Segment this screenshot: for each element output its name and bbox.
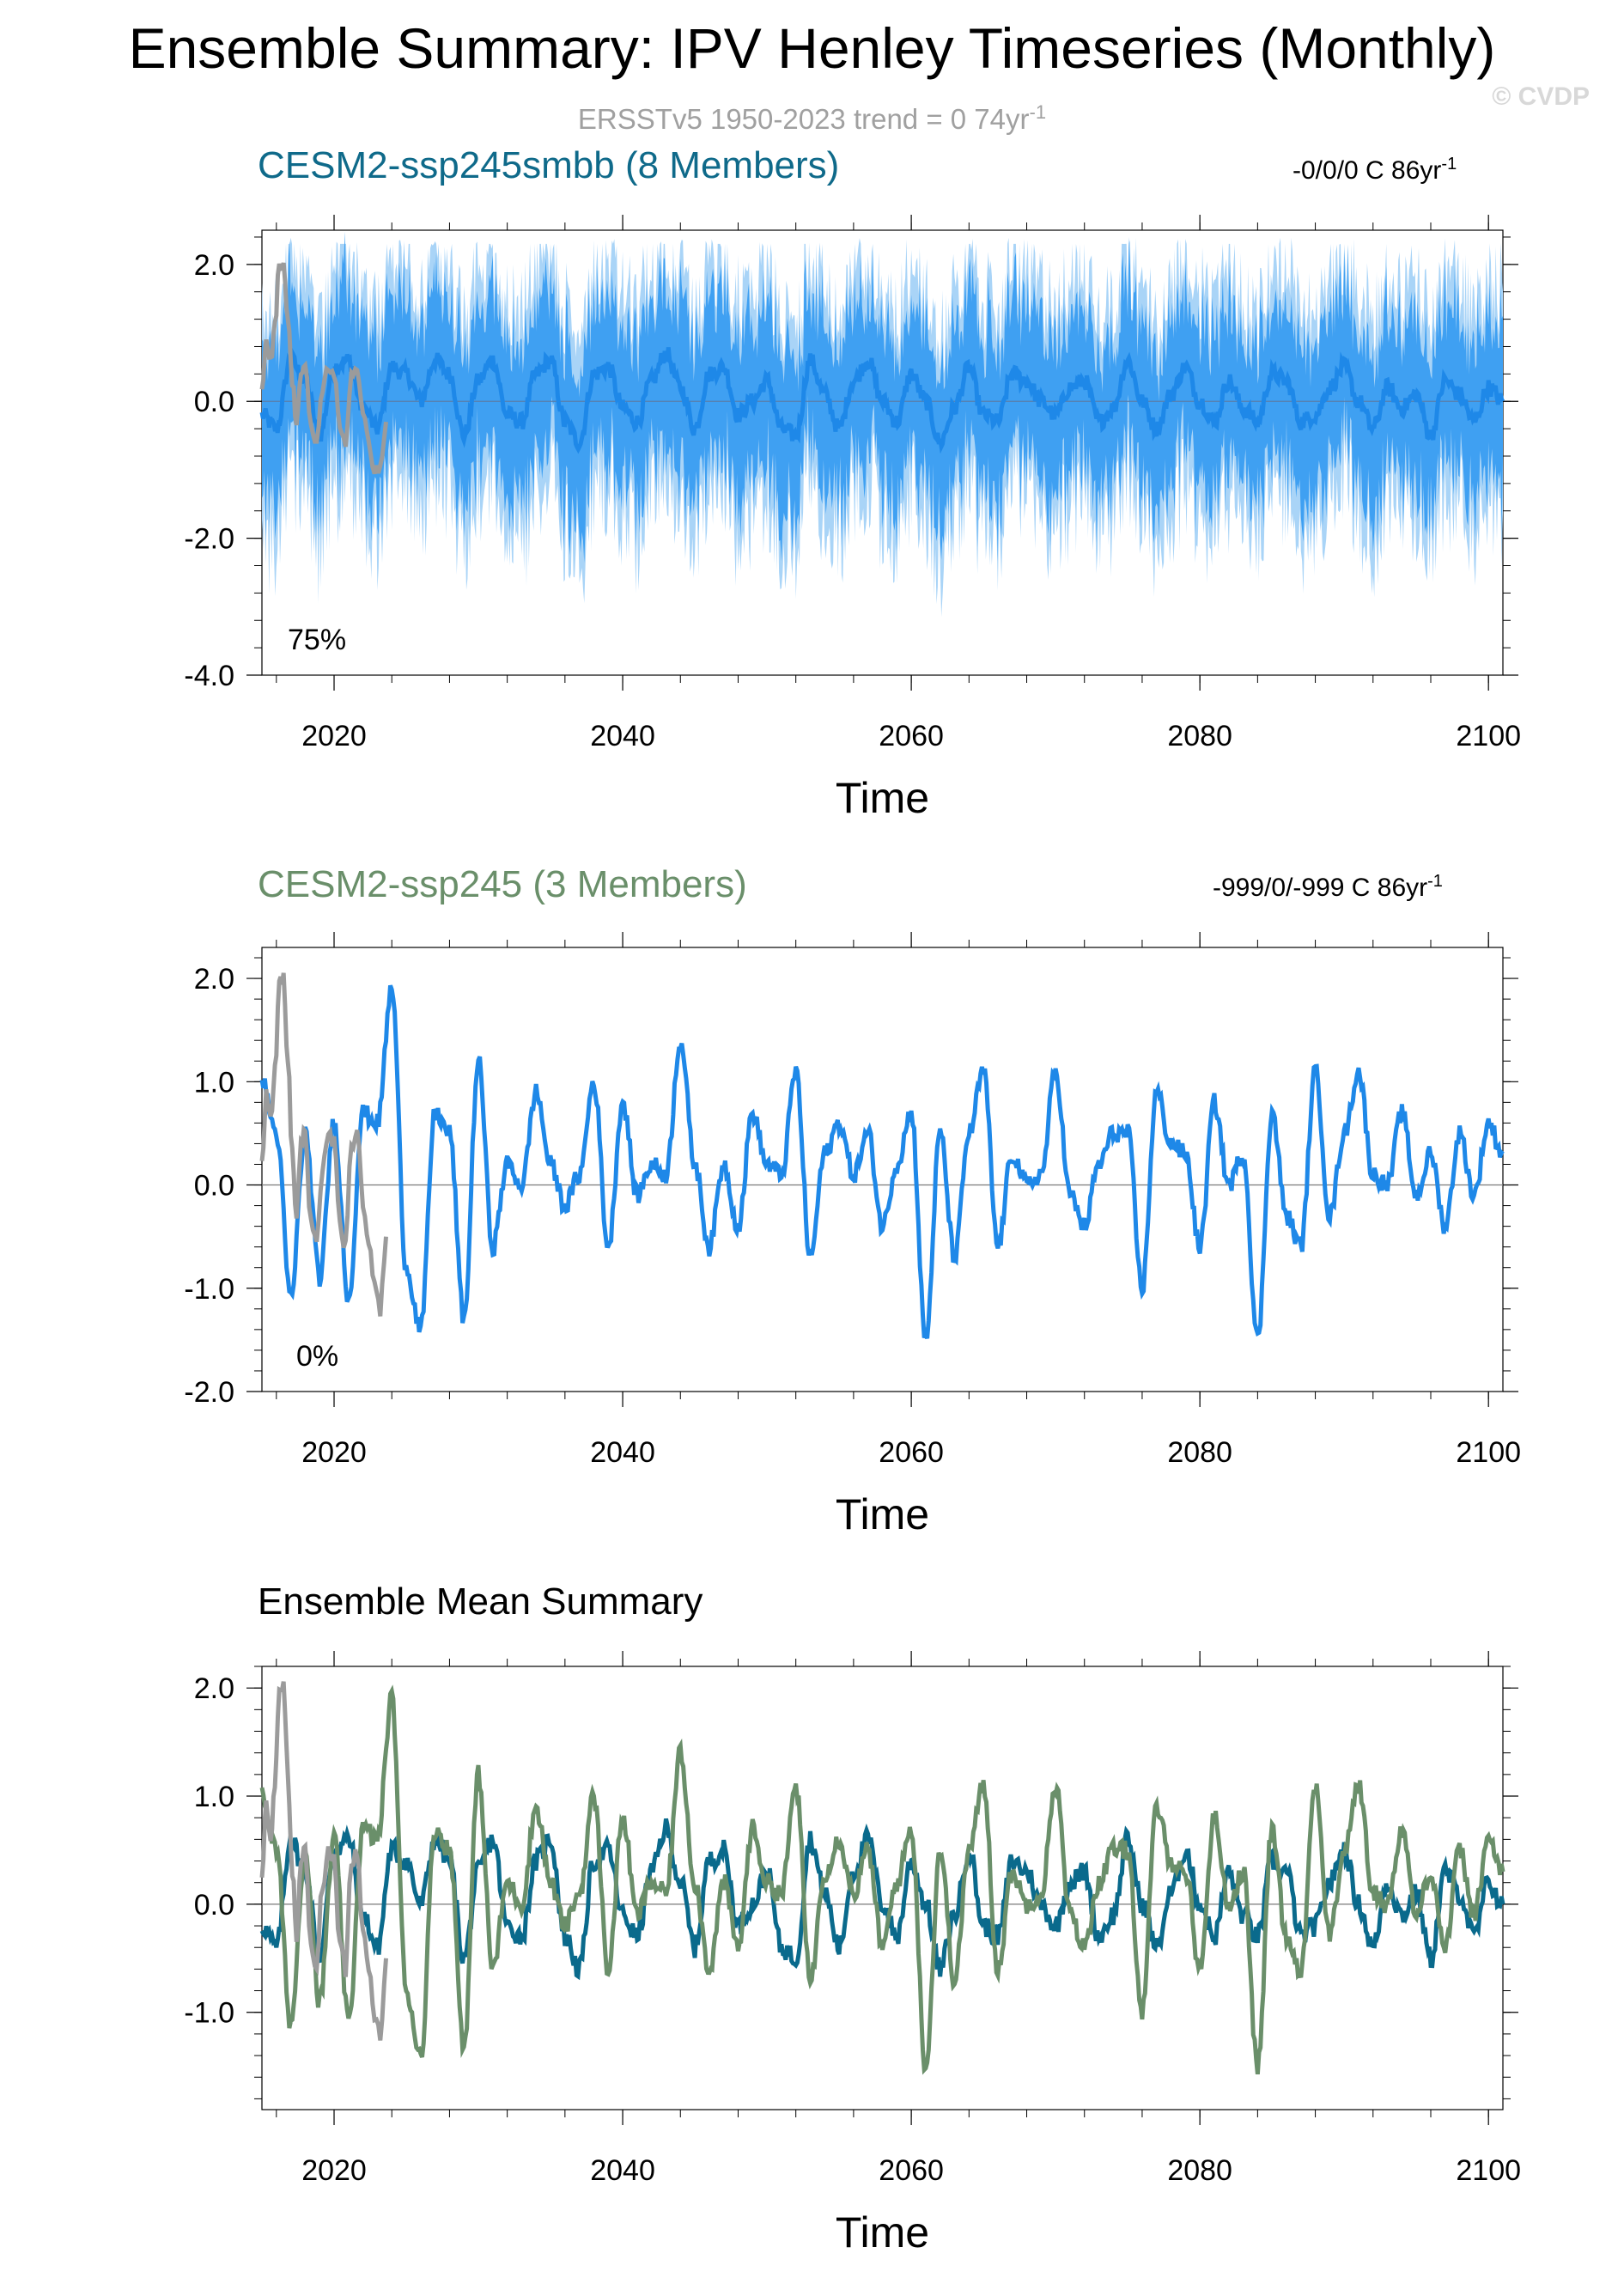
y-tick-label: 0.0 (194, 1889, 234, 1922)
y-tick-label: 2.0 (194, 1672, 234, 1705)
x-tick-label: 2020 (301, 720, 367, 752)
y-tick-label: -1.0 (184, 1273, 234, 1306)
y-tick-label: 1.0 (194, 1781, 234, 1813)
y-tick-label: 0.0 (194, 1170, 234, 1203)
x-tick-label: 2020 (301, 1436, 367, 1469)
panel-1-percent-label: 75% (288, 624, 346, 656)
panel-2-chart: 2.0 1.0 0.0 -1.0 -2.0 2020 2040 2060 2080 2100 Tim… (184, 932, 1521, 1538)
x-tick-label: 2100 (1456, 1436, 1521, 1469)
y-tick-label: -4.0 (184, 660, 234, 692)
y-tick-label: 0.0 (194, 386, 234, 418)
ensemble-mean-line (259, 984, 1505, 1339)
x-tick-label: 2020 (301, 2154, 367, 2187)
y-tick-label: -2.0 (184, 523, 234, 556)
observations-line (259, 1681, 388, 2041)
y-tick-label: -1.0 (184, 1997, 234, 2030)
observations-line (259, 972, 388, 1317)
x-tick-label: 2100 (1456, 2154, 1521, 2187)
panel-2-percent-label: 0% (296, 1340, 338, 1373)
x-tick-label: 2060 (879, 1436, 944, 1469)
y-tick-label: 2.0 (194, 963, 234, 996)
credit-watermark: © CVDP (1492, 82, 1590, 111)
panel-1-trend-label: -0/0/0 C 86yr-1 (1293, 155, 1457, 185)
panel-2-trend-label: -999/0/-999 C 86yr-1 (1213, 872, 1443, 902)
x-tick-label: 2060 (879, 2154, 944, 2187)
x-tick-label: 2100 (1456, 720, 1521, 752)
panel-2-title: CESM2-ssp245 (3 Members) (258, 863, 747, 905)
panel-3-title: Ensemble Mean Summary (258, 1580, 703, 1623)
x-tick-label: 2040 (590, 1436, 655, 1469)
x-axis-label: Time (836, 1490, 929, 1538)
x-tick-label: 2080 (1167, 1436, 1232, 1469)
panel-3-chart: 2.0 1.0 0.0 -1.0 2020 2040 2060 2080 2100 Time (184, 1651, 1521, 2257)
plot-frame (261, 1666, 1504, 2110)
ensemble-mean-line (259, 347, 1505, 454)
subtitle: ERSSTv5 1950-2023 trend = 0 74yr-1 (577, 101, 1047, 135)
x-axis-label: Time (836, 774, 929, 822)
panel-1-chart: 2.0 0.0 -2.0 -4.0 2020 2040 2060 2080 2100 Time 75… (184, 215, 1521, 822)
main-title: Ensemble Summary: IPV Henley Timeseries … (128, 16, 1496, 80)
y-tick-label: 2.0 (194, 249, 234, 282)
x-tick-label: 2080 (1167, 2154, 1232, 2187)
y-tick-label: -2.0 (184, 1376, 234, 1409)
y-tick-label: 1.0 (194, 1066, 234, 1099)
panel-1-title: CESM2-ssp245smbb (8 Members) (258, 144, 840, 186)
x-tick-label: 2040 (590, 720, 655, 752)
ensemble-mean-ssp245-line (259, 1684, 1505, 2075)
x-tick-label: 2080 (1167, 720, 1232, 752)
observations-line (259, 262, 388, 475)
x-tick-label: 2060 (879, 720, 944, 752)
x-tick-label: 2040 (590, 2154, 655, 2187)
plot-frame (261, 947, 1504, 1392)
x-axis-label: Time (836, 2208, 929, 2257)
